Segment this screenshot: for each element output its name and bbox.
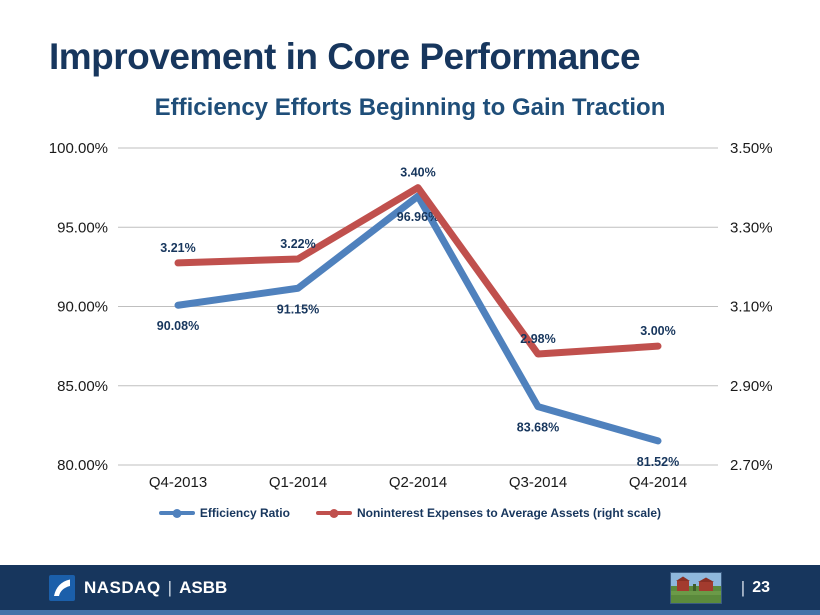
footer-accent-strip (0, 610, 820, 615)
data-label: 96.96% (397, 210, 439, 224)
data-label: 91.15% (277, 302, 319, 316)
footer-page-separator: | (740, 577, 746, 597)
x-axis-category-label: Q1-2014 (269, 474, 327, 491)
chart-subtitle: Efficiency Efforts Beginning to Gain Tra… (154, 94, 666, 121)
legend-item-efficiency-ratio: Efficiency Ratio (158, 506, 290, 520)
data-label: 90.08% (157, 319, 199, 333)
x-axis-category-label: Q2-2014 (389, 474, 447, 491)
x-axis-category-label: Q4-2014 (629, 474, 687, 491)
data-label: 3.40% (400, 166, 435, 180)
series-line-1 (174, 184, 662, 358)
data-label: 3.22% (280, 237, 315, 251)
data-label: 3.00% (640, 324, 675, 338)
data-label: 81.52% (637, 455, 679, 469)
left-axis-tick-label: 95.00% (57, 219, 108, 236)
footer-bar: NASDAQ | ASBB | 23 (0, 565, 820, 610)
data-label: 3.21% (160, 241, 195, 255)
x-axis-category-label: Q4-2013 (149, 474, 207, 491)
page-number: 23 (752, 578, 770, 596)
chart-svg: 100.00% 3.50% 95.00% 3.30% 90.00% 3.10% 85.00%… (49, 140, 773, 491)
right-axis-tick-label: 2.70% (730, 457, 773, 474)
data-label: 83.68% (517, 421, 559, 435)
page-title: Improvement in Core Performance (49, 36, 641, 77)
legend-label-noninterest-expenses: Noninterest Expenses to Average Assets (… (356, 506, 662, 520)
footer-brand-group: NASDAQ | ASBB (49, 574, 228, 601)
x-axis-category-label: Q3-2014 (509, 474, 567, 491)
legend-item-noninterest-expenses: Noninterest Expenses to Average Assets (… (315, 506, 662, 520)
chart-legend: Efficiency Ratio Noninterest Expenses to… (0, 506, 820, 520)
right-axis-tick-label: 2.90% (730, 378, 773, 395)
footer-photo (669, 571, 722, 604)
legend-line-marker-icon (158, 508, 195, 518)
legend-line-marker-icon (315, 508, 352, 518)
right-axis-tick-label: 3.30% (730, 219, 773, 236)
data-label: 2.98% (520, 332, 555, 346)
left-axis-tick-label: 85.00% (57, 378, 108, 395)
left-axis-tick-label: 80.00% (57, 457, 108, 474)
footer-ticker: ASBB (179, 577, 228, 597)
right-axis-tick-label: 3.10% (730, 299, 773, 316)
footer-brand-text: NASDAQ (84, 577, 161, 597)
right-axis-tick-label: 3.50% (730, 140, 773, 157)
left-axis-tick-label: 90.00% (57, 299, 108, 316)
footer-page-group: | 23 (669, 571, 770, 604)
nasdaq-logo-icon (49, 574, 75, 601)
legend-label-efficiency-ratio: Efficiency Ratio (199, 506, 290, 520)
left-axis-tick-label: 100.00% (49, 140, 108, 157)
series-line-0 (174, 192, 662, 445)
footer-separator: | (167, 577, 173, 597)
